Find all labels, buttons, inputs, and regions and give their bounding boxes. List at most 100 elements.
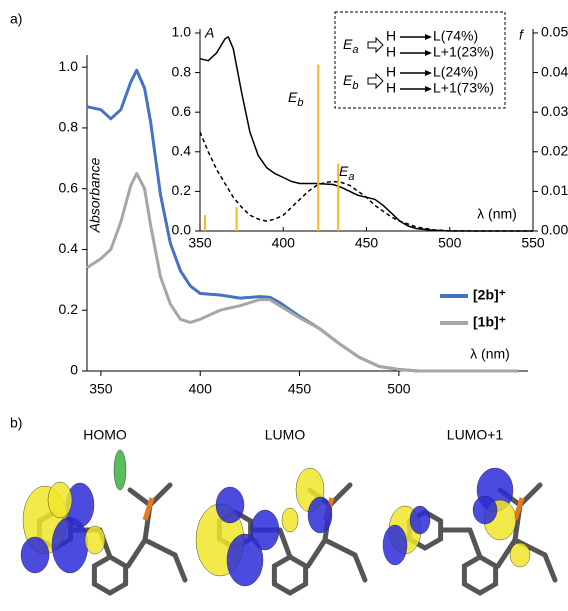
orbital-label: LUMO <box>265 427 306 443</box>
bond <box>305 537 328 569</box>
transition-from: H <box>386 80 396 96</box>
transition-to: L(24%) <box>433 64 478 80</box>
annotation-sub: b <box>297 97 303 109</box>
transition-to: L+1(73%) <box>433 80 494 96</box>
panel-label: a) <box>10 11 22 27</box>
y-tick-label: 0.8 <box>59 119 79 135</box>
x-tick-label: 450 <box>355 235 379 251</box>
annotation-sub: a <box>352 44 358 56</box>
line-series <box>86 172 519 373</box>
y-axis-label: Absorbance <box>87 157 103 233</box>
bond <box>172 552 188 583</box>
y2-tick-label: 0.02 <box>541 142 568 158</box>
x-tick-label: 350 <box>188 235 212 251</box>
bond <box>322 537 358 558</box>
annotation: Eb <box>288 89 303 109</box>
bond <box>352 552 368 583</box>
y-tick-label: 0.2 <box>172 182 192 198</box>
bond <box>125 537 148 569</box>
ring <box>461 554 499 596</box>
transition-from: H <box>386 44 396 60</box>
panel-label: b) <box>10 415 22 431</box>
x-tick-label: 400 <box>272 235 296 251</box>
annotation-text: E <box>343 72 353 88</box>
orbitals <box>20 449 558 596</box>
bond <box>277 527 293 560</box>
bond <box>467 527 483 560</box>
y-tick-label: 0.8 <box>172 63 192 79</box>
annotation-sub: b <box>352 80 358 92</box>
y-tick-label: 0.6 <box>59 179 79 195</box>
orbital-lobe <box>472 495 498 525</box>
line-series <box>86 68 519 373</box>
annotation-text: E <box>339 163 349 179</box>
y-tick-label: 1.0 <box>172 24 192 40</box>
orbital-lobe <box>215 486 245 524</box>
transition-to: L+1(23%) <box>433 44 494 60</box>
annotation-sub: a <box>348 171 354 183</box>
bond <box>495 537 518 569</box>
ring <box>271 554 309 596</box>
line-series <box>199 131 533 232</box>
ring <box>91 554 129 596</box>
bond <box>142 497 155 521</box>
hollow-arrow <box>367 36 384 54</box>
orbital-lobe <box>20 536 50 574</box>
legend-label: [2b]⁺ <box>473 287 506 303</box>
annotation-text: E <box>288 89 298 105</box>
arrow-head <box>425 34 432 40</box>
bond <box>542 552 558 583</box>
transition-to: L(74%) <box>433 28 478 44</box>
bond <box>512 497 525 521</box>
hollow-arrow <box>367 72 384 90</box>
molecule <box>406 482 558 596</box>
y-tick-label: 0.0 <box>172 222 192 238</box>
orbital-lobe <box>281 507 299 533</box>
x-tick-label: 500 <box>438 235 462 251</box>
x-tick-label: 450 <box>288 381 312 397</box>
x-tick-label: 350 <box>89 381 113 397</box>
arrow-head <box>425 86 432 92</box>
arrow-head <box>425 50 432 56</box>
x-axis-label: λ (nm) <box>477 206 517 222</box>
annotation: Eb <box>343 72 358 92</box>
orbital-lobe <box>84 525 106 555</box>
annotation: Ea <box>343 36 358 56</box>
orbital-lobe <box>47 481 73 519</box>
orbital-label: LUMO+1 <box>447 427 504 443</box>
y2-tick-label: 0.01 <box>541 182 568 198</box>
orbital-lobe <box>250 509 280 551</box>
y2-tick-label: 0.04 <box>541 63 568 79</box>
y-tick-label: 0.6 <box>172 103 192 119</box>
y-axis-label: A <box>204 25 214 41</box>
y-tick-label: 0.4 <box>59 240 79 256</box>
transition-from: H <box>386 64 396 80</box>
y2-tick-label: 0.03 <box>541 103 568 119</box>
y-tick-label: 1.0 <box>59 58 79 74</box>
transition-from: H <box>386 28 396 44</box>
bond <box>127 487 153 508</box>
orbital-lobe <box>409 505 431 535</box>
arrow-head <box>425 70 432 76</box>
x-tick-label: 400 <box>189 381 213 397</box>
y2-tick-label: 0.05 <box>541 24 568 40</box>
bond <box>142 537 178 558</box>
x-axis-label: λ (nm) <box>470 346 510 362</box>
legend-label: [1b]⁺ <box>473 314 506 330</box>
y2-axis-label: f <box>519 27 525 43</box>
annotation-text: E <box>343 36 353 52</box>
orbital-lobe <box>382 524 408 566</box>
x-tick-label: 500 <box>387 381 411 397</box>
y-tick-label: 0.4 <box>172 142 192 158</box>
annotation: Ea <box>339 163 354 183</box>
y2-tick-label: 0.00 <box>541 222 568 238</box>
line-series <box>199 36 533 232</box>
orbital-lobe <box>113 449 127 491</box>
orbital-label: HOMO <box>83 427 127 443</box>
transition-box <box>334 11 506 109</box>
bond <box>512 537 548 558</box>
y-tick-label: 0.2 <box>59 301 79 317</box>
orbital-lobe <box>226 533 264 587</box>
y-tick-label: 0 <box>70 362 78 378</box>
